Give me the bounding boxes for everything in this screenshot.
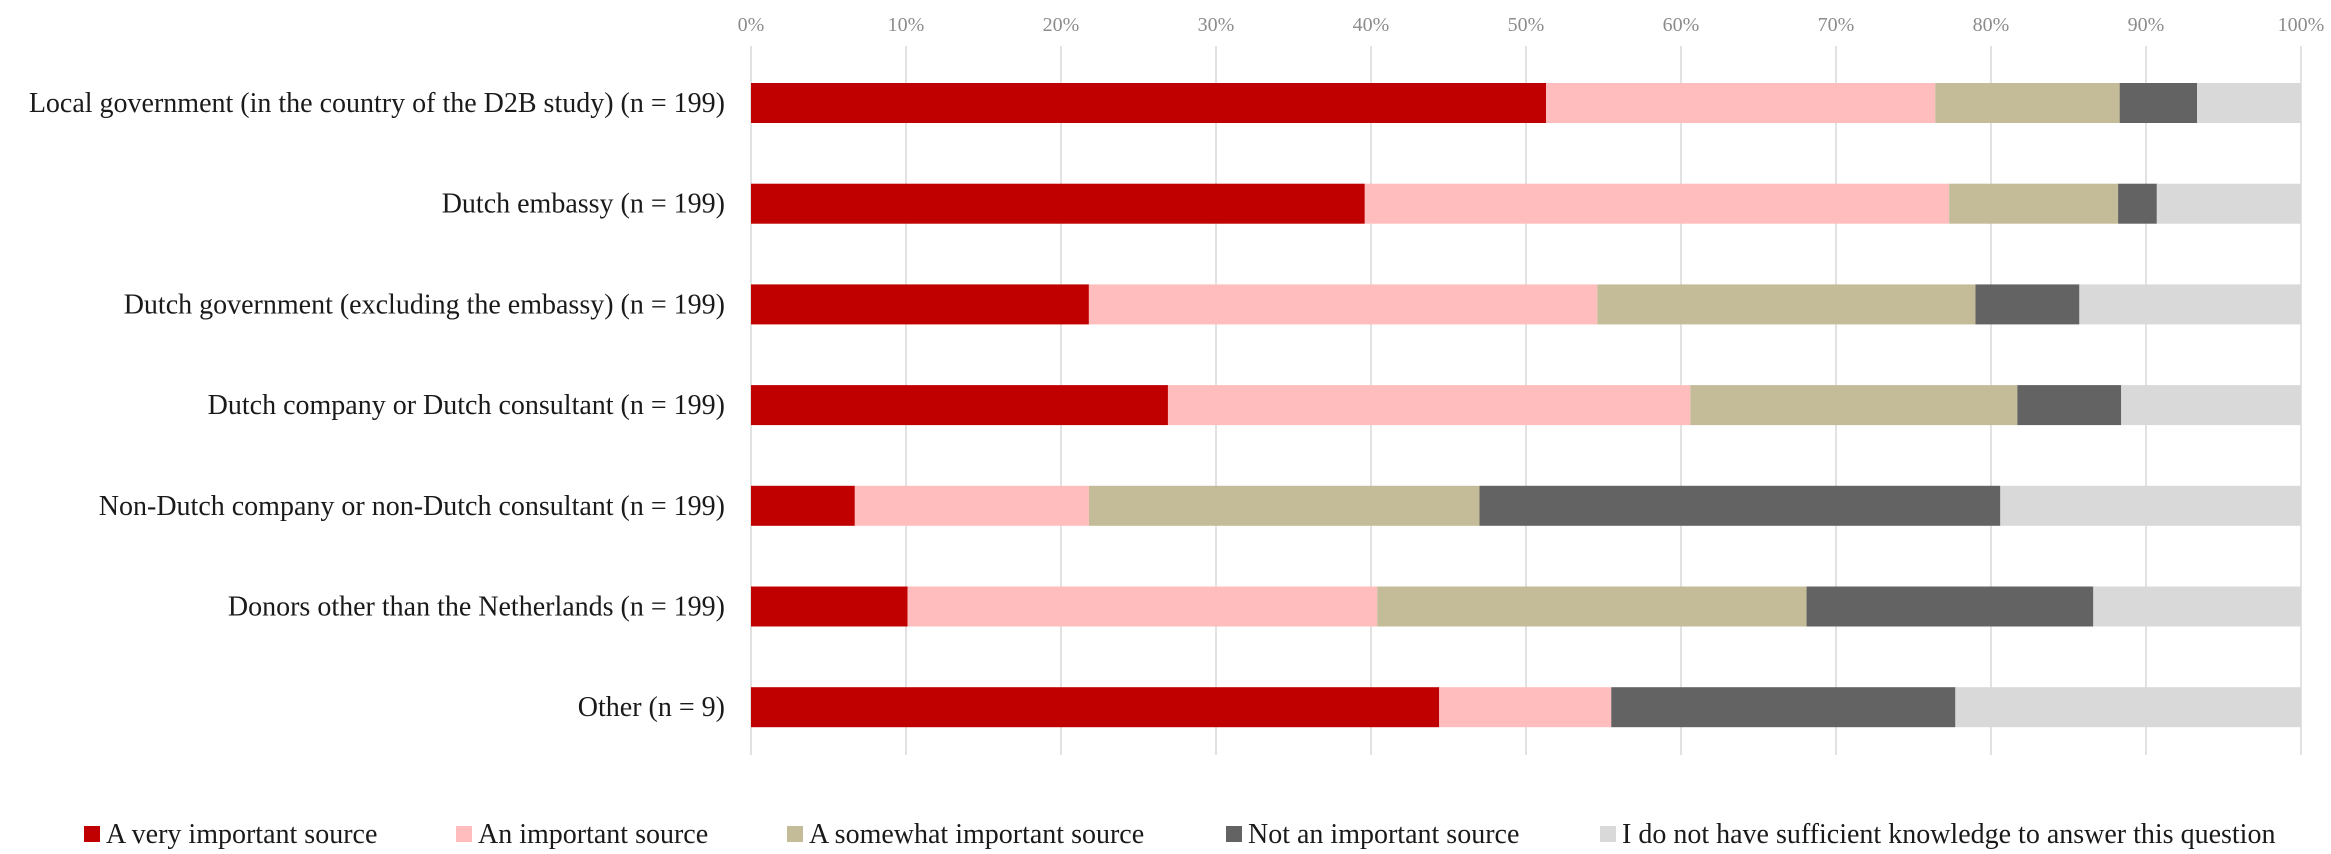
x-tick-label: 90% (2128, 14, 2165, 36)
bar-segment (1690, 385, 2018, 426)
bar-segment (1806, 586, 2094, 627)
x-tick-label: 20% (1043, 14, 1080, 36)
category-label: Non-Dutch company or non-Dutch consultan… (99, 491, 725, 522)
bar-segment (751, 183, 1365, 224)
bar-segment (2119, 83, 2198, 123)
bar-segment (751, 385, 1168, 426)
x-tick-label: 60% (1663, 14, 1700, 36)
bar-segment (751, 83, 1547, 123)
bar-segment (751, 687, 1440, 728)
bar-segment (1479, 485, 2001, 526)
category-label: Donors other than the Netherlands (n = 1… (228, 592, 725, 623)
bar-segment (1546, 83, 1936, 123)
category-label: Dutch government (excluding the embassy)… (124, 289, 725, 320)
legend: A very important source An important sour… (84, 819, 2275, 850)
bar-segment (907, 586, 1378, 627)
legend-swatch (1600, 826, 1616, 842)
legend-swatch (84, 826, 100, 842)
bar-segment (1439, 687, 1612, 728)
bar-segment (1955, 687, 2301, 728)
x-axis-tick-labels: 0% 10% 20% 30% 40% 50% 60% 70% 80% 90% 100% (738, 14, 2325, 36)
bar-segment (1364, 183, 1950, 224)
legend-label: I do not have sufficient knowledge to an… (1622, 819, 2275, 849)
x-tick-label: 80% (1973, 14, 2010, 36)
x-tick-label: 100% (2278, 14, 2325, 36)
category-label: Other (n = 9) (578, 692, 725, 723)
bar-segment (854, 485, 1089, 526)
x-tick-label: 40% (1353, 14, 1390, 36)
bar-segment (1088, 284, 1598, 325)
bars (751, 83, 2301, 728)
bar-segment (751, 485, 855, 526)
legend-swatch (456, 826, 472, 842)
category-labels: Local government (in the country of the … (29, 88, 725, 723)
bar-segment (2121, 385, 2301, 426)
bar-segment (751, 586, 908, 627)
x-tick-label: 0% (738, 14, 765, 36)
legend-label: An important source (478, 819, 708, 849)
bar-segment (1975, 284, 2080, 325)
bar-segment (1935, 83, 2120, 123)
legend-label: A somewhat important source (809, 819, 1144, 849)
bar-segment (1611, 687, 1956, 728)
x-tick-label: 10% (888, 14, 925, 36)
category-label: Dutch embassy (n = 199) (442, 189, 725, 220)
bar-segment (1949, 183, 2119, 224)
bar-segment (2000, 485, 2301, 526)
bar-segment (2017, 385, 2122, 426)
bar-segment (751, 284, 1089, 325)
category-label: Dutch company or Dutch consultant (n = 1… (208, 390, 725, 421)
bar-segment (2156, 183, 2301, 224)
x-tick-label: 50% (1508, 14, 1545, 36)
x-tick-label: 70% (1818, 14, 1855, 36)
bar-segment (1088, 485, 1480, 526)
category-label: Local government (in the country of the … (29, 88, 725, 119)
legend-label: A very important source (106, 819, 377, 849)
bar-segment (1377, 586, 1807, 627)
x-tick-label: 30% (1198, 14, 1235, 36)
bar-segment (1597, 284, 1976, 325)
bar-segment (1167, 385, 1691, 426)
legend-swatch (1226, 826, 1242, 842)
bar-segment (2118, 183, 2157, 224)
bar-segment (2093, 586, 2301, 627)
bar-segment (2197, 83, 2301, 123)
legend-label: Not an important source (1248, 819, 1519, 849)
legend-swatch (787, 826, 803, 842)
bar-segment (2079, 284, 2301, 325)
